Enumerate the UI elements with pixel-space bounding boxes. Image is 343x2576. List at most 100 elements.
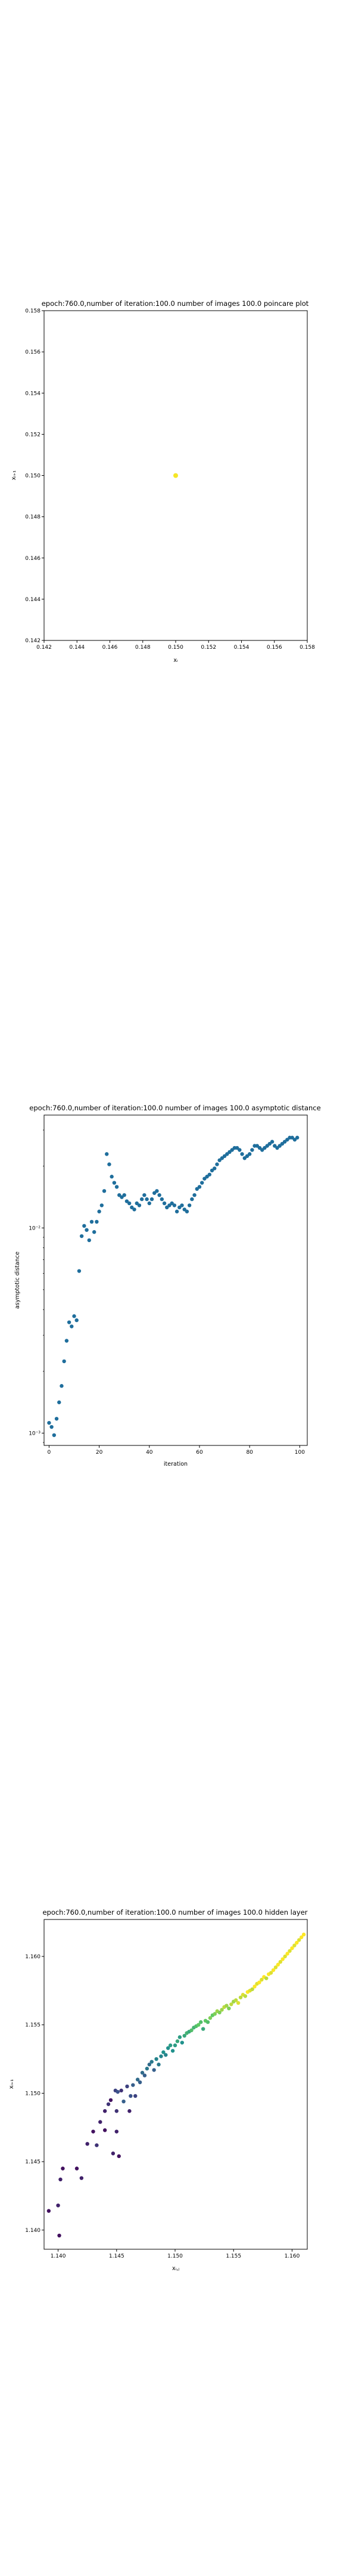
hidden-layer-point — [260, 1977, 264, 1982]
asymptotic-point — [102, 1189, 107, 1193]
hidden-layer-point — [273, 1965, 278, 1970]
hidden-layer-point — [208, 2016, 213, 2020]
hidden-layer-point — [189, 2028, 194, 2033]
asymptotic-point — [142, 1193, 146, 1197]
poincare-y-tick-label: 0.142 — [25, 638, 40, 644]
hidden-layer-point — [201, 2027, 205, 2031]
hidden-layer-point — [154, 2057, 158, 2061]
hidden-layer-point — [152, 2068, 156, 2072]
asymptotic-point — [174, 1209, 179, 1213]
asymptotic-point — [110, 1175, 114, 1179]
hidden-layer-point — [236, 2001, 241, 2005]
hidden-layer-y-tick-label: 1.140 — [25, 2228, 40, 2234]
asymptotic-point — [62, 1359, 66, 1364]
asymptotic-x-label: iteration — [164, 1461, 188, 1467]
poincare-title: epoch:760.0,number of iteration:100.0 nu… — [42, 299, 309, 308]
poincare-x-label: xᵢ — [173, 657, 178, 664]
asymptotic-point — [54, 1417, 59, 1421]
hidden-layer-point — [220, 2008, 224, 2012]
poincare-x-tick-label: 0.150 — [168, 645, 183, 651]
asymptotic-point — [114, 1185, 119, 1189]
asymptotic-distance-chart: epoch:760.0,number of iteration:100.0 nu… — [14, 1104, 321, 1467]
hidden-layer-point — [114, 2129, 119, 2134]
asymptotic-point — [270, 1140, 275, 1144]
hidden-layer-title: epoch:760.0,number of iteration:100.0 nu… — [42, 1908, 307, 1916]
asymptotic-point — [185, 1209, 189, 1213]
hidden-layer-point — [288, 1949, 292, 1953]
asymptotic-point — [57, 1400, 61, 1404]
asymptotic-point — [89, 1219, 94, 1224]
hidden-layer-point — [276, 1962, 280, 1967]
hidden-layer-y-tick-label: 1.145 — [25, 2159, 40, 2165]
poincare-y-tick-label: 0.144 — [25, 597, 40, 603]
hidden-layer-y-label: xᵢ₊₁ — [8, 2079, 15, 2089]
poincare-x-tick-label: 0.146 — [102, 645, 118, 651]
asymptotic-points — [47, 1135, 300, 1437]
asymptotic-point — [60, 1384, 64, 1388]
hidden-layer-point — [157, 2063, 161, 2067]
asymptotic-y-tick-label: 10⁻³ — [29, 1431, 40, 1436]
asymptotic-point — [295, 1135, 300, 1140]
poincare-y-tick-label: 0.156 — [25, 349, 40, 355]
asymptotic-y-tick-label: 10⁻² — [29, 1225, 40, 1231]
hidden-layer-point — [95, 2143, 99, 2147]
hidden-layer-point — [197, 2023, 201, 2027]
asymptotic-point — [155, 1189, 159, 1193]
hidden-layer-x-ticks: 1.140 1.145 1.150 1.155 1.160 — [51, 2249, 300, 2259]
poincare-point — [173, 473, 178, 478]
hidden-layer-point — [238, 1995, 243, 1999]
asymptotic-point — [105, 1152, 109, 1156]
asymptotic-point — [52, 1433, 57, 1437]
hidden-layer-x-tick-label: 1.155 — [226, 2253, 241, 2259]
hidden-layer-y-ticks: 1.140 1.145 1.150 1.155 1.160 — [25, 1954, 44, 2234]
hidden-layer-point — [58, 2177, 63, 2182]
hidden-layer-x-tick-label: 1.140 — [51, 2253, 66, 2259]
asymptotic-point — [172, 1203, 177, 1208]
asymptotic-point — [97, 1209, 101, 1213]
asymptotic-point — [145, 1197, 149, 1202]
asymptotic-point — [95, 1219, 99, 1224]
asymptotic-point — [238, 1148, 242, 1152]
hidden-layer-point — [280, 1957, 285, 1961]
poincare-chart: epoch:760.0,number of iteration:100.0 nu… — [11, 299, 315, 664]
asymptotic-point — [87, 1238, 91, 1243]
hidden-layer-point — [116, 2089, 120, 2094]
hidden-layer-point — [205, 2020, 210, 2024]
hidden-layer-point — [61, 2166, 65, 2171]
hidden-layer-point — [269, 1971, 273, 1975]
hidden-layer-point — [91, 2129, 95, 2134]
asymptotic-point — [132, 1208, 136, 1212]
hidden-layer-point — [131, 2083, 135, 2087]
asymptotic-point — [160, 1197, 164, 1202]
hidden-layer-point — [227, 2006, 231, 2011]
hidden-layer-point — [177, 2035, 182, 2039]
hidden-layer-point — [98, 2120, 102, 2124]
hidden-layer-x-tick-label: 1.145 — [109, 2253, 124, 2259]
hidden-layer-point — [129, 2094, 133, 2098]
hidden-layer-point — [166, 2046, 170, 2050]
hidden-layer-y-tick-label: 1.160 — [25, 1954, 40, 1960]
hidden-layer-point — [102, 2128, 107, 2132]
hidden-layer-point — [127, 2109, 132, 2113]
hidden-layer-y-tick-label: 1.155 — [25, 2023, 40, 2029]
poincare-x-tick-label: 0.142 — [36, 645, 52, 651]
asymptotic-point — [70, 1324, 74, 1329]
asymptotic-x-tick-label: 80 — [246, 1450, 253, 1456]
hidden-layer-point — [142, 2073, 147, 2077]
hidden-layer-point — [199, 2020, 203, 2024]
asymptotic-x-tick-label: 20 — [96, 1450, 103, 1456]
poincare-y-tick-label: 0.154 — [25, 391, 40, 397]
hidden-layer-point — [299, 1935, 304, 1940]
asymptotic-point — [127, 1201, 132, 1206]
hidden-layer-point — [164, 2052, 168, 2057]
hidden-layer-point — [114, 2109, 119, 2113]
hidden-layer-y-tick-label: 1.150 — [25, 2091, 40, 2097]
poincare-y-tick-label: 0.152 — [25, 432, 40, 438]
asymptotic-point — [192, 1193, 197, 1197]
hidden-layer-point — [243, 1994, 248, 1998]
poincare-y-tick-label: 0.146 — [25, 556, 40, 562]
asymptotic-point — [149, 1197, 154, 1202]
asymptotic-point — [247, 1152, 252, 1156]
poincare-y-tick-label: 0.150 — [25, 473, 40, 479]
